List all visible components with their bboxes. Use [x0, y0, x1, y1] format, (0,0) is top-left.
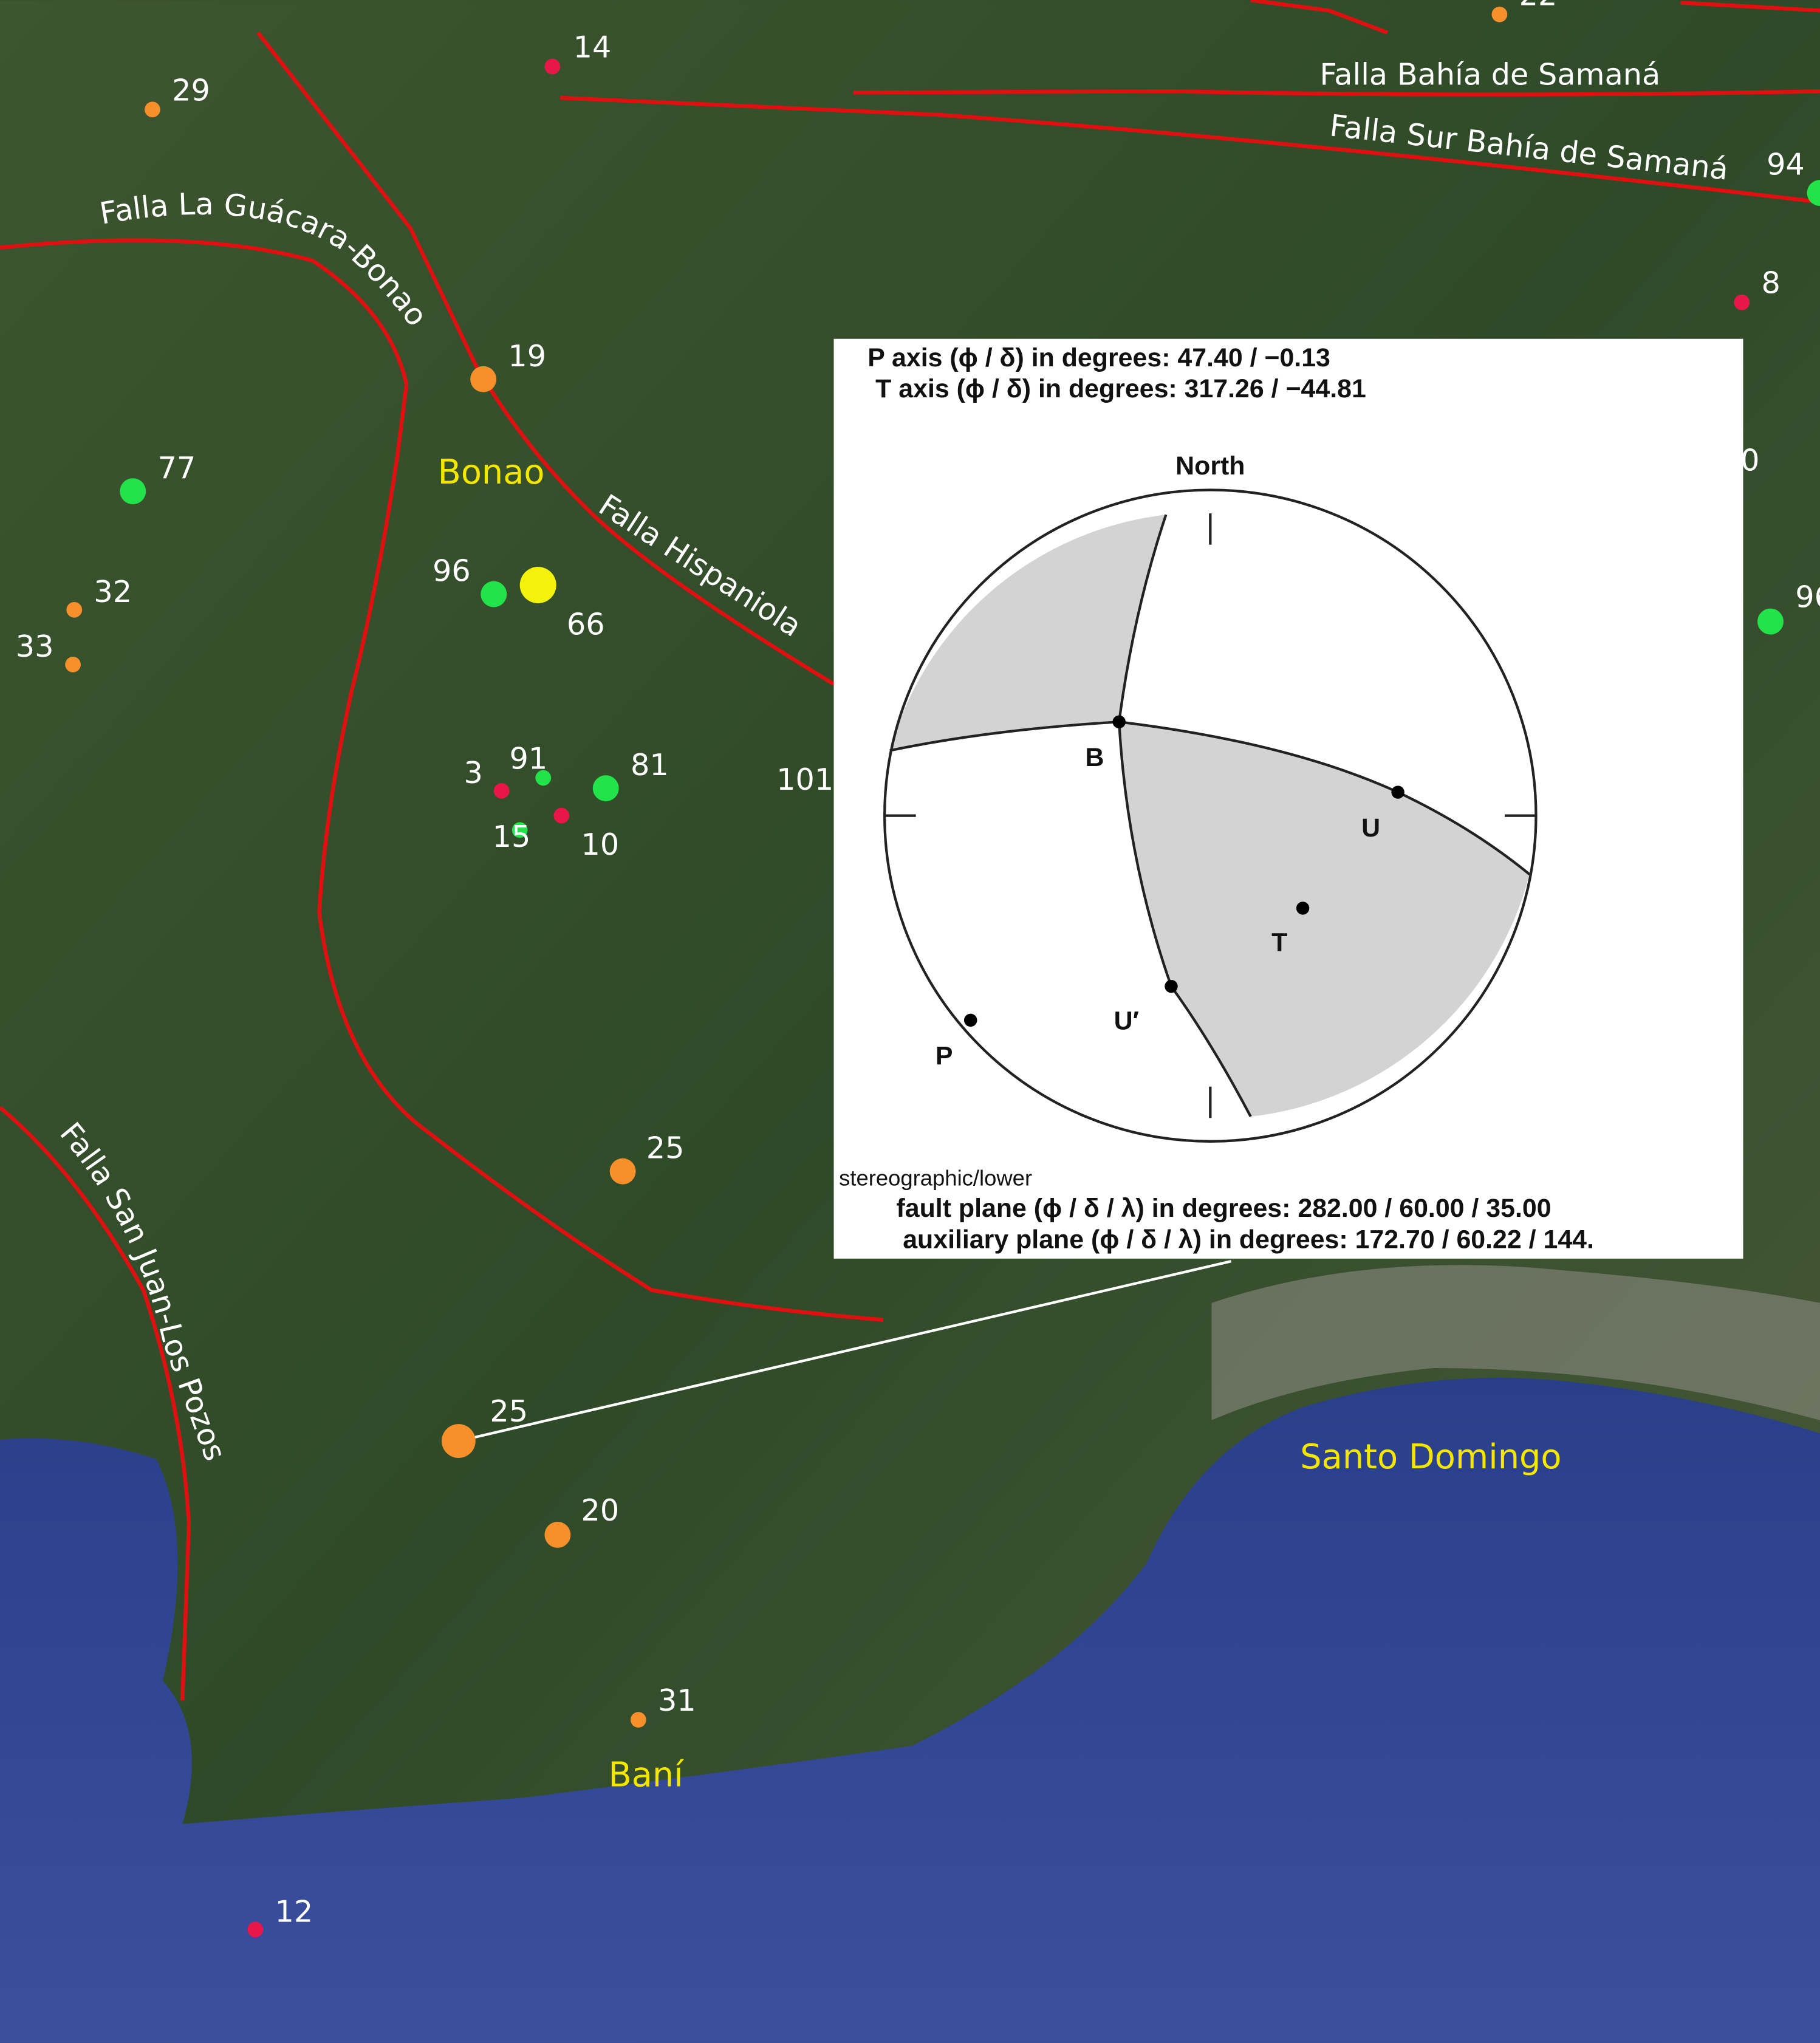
event-marker — [592, 775, 619, 802]
event-label: 91 — [510, 741, 548, 776]
event-label: 12 — [275, 1894, 313, 1929]
event-marker — [66, 601, 83, 618]
event-marker — [470, 366, 497, 392]
event-label: 15 — [493, 819, 531, 854]
event-label: 25 — [646, 1131, 685, 1166]
p-axis-text: P axis (ϕ / δ) in degrees: 47.40 / −0.13 — [867, 343, 1330, 372]
event-label: 33 — [16, 629, 54, 664]
event-marker — [1807, 180, 1820, 206]
fault-label: Falla Bahía de Samaná — [1319, 57, 1660, 92]
event-label: 3 — [464, 755, 482, 790]
fault-plane-text: fault plane (ϕ / δ / λ) in degrees: 282.… — [896, 1194, 1551, 1223]
event-label: 96 — [1795, 580, 1820, 615]
event-marker — [544, 1522, 571, 1548]
event-label: 22 — [1519, 0, 1558, 13]
event-label: 20 — [581, 1493, 619, 1528]
connector-line — [458, 1260, 1232, 1443]
event-label: 101 — [776, 762, 833, 797]
axis-points — [964, 715, 1404, 1027]
compressional-quadrant — [1119, 722, 1530, 1117]
compressional-quadrant — [889, 515, 1166, 751]
point-label: U′ — [1114, 1006, 1139, 1035]
event-marker — [120, 478, 146, 505]
event-marker — [493, 783, 510, 799]
city-label: Santo Domingo — [1300, 1437, 1561, 1477]
t-axis-text: T axis (ϕ / δ) in degrees: 317.26 / −44.… — [875, 374, 1366, 403]
point-label: T — [1271, 928, 1287, 957]
event-marker — [535, 770, 552, 786]
event-label: 66 — [567, 607, 605, 642]
event-marker — [247, 1922, 264, 1938]
event-marker — [511, 822, 528, 838]
sea — [0, 1378, 1820, 2043]
point-label: P — [936, 1041, 953, 1070]
event-label: 31 — [658, 1683, 696, 1718]
event-label: 81 — [631, 747, 669, 782]
event-label: 32 — [94, 574, 132, 609]
fault-lines — [0, 0, 1820, 1700]
cardinal-ticks — [884, 513, 1536, 1118]
event-label: 96 — [433, 553, 471, 589]
event-label: 10 — [581, 827, 619, 862]
event-label: 0 — [1740, 442, 1759, 477]
event-marker — [609, 1158, 636, 1185]
event-marker — [481, 581, 507, 607]
event-label: 19 — [508, 338, 546, 374]
focal-mechanism-inset: P axis (ϕ / δ) in degrees: 47.40 / −0.13… — [833, 338, 1743, 1259]
event-marker — [553, 807, 570, 824]
event-marker — [1734, 294, 1750, 310]
event-label: 14 — [573, 29, 612, 64]
nodal-planes — [889, 514, 1531, 1118]
point-label: B — [1085, 743, 1104, 772]
event-marker — [630, 1712, 646, 1728]
event-label: 77 — [157, 450, 196, 485]
event-label: 29 — [172, 72, 210, 108]
city-label: Bonao — [438, 453, 545, 492]
event-marker — [1491, 6, 1508, 22]
urban-area — [1211, 1265, 1820, 1420]
event-marker — [65, 657, 81, 672]
event-marker — [145, 101, 160, 118]
event-marker — [544, 58, 561, 75]
event-marker — [1757, 608, 1784, 635]
event-label: 94 — [1767, 147, 1805, 182]
city-label: Baní — [609, 1755, 685, 1795]
event-label: 8 — [1761, 265, 1780, 301]
event-label: 25 — [490, 1394, 528, 1429]
north-label: North — [1175, 451, 1245, 481]
projection-label: stereographic/lower — [839, 1166, 1032, 1191]
auxiliary-plane-text: auxiliary plane (ϕ / δ / λ) in degrees: … — [903, 1225, 1594, 1254]
point-label: U — [1361, 813, 1380, 843]
event-marker — [519, 567, 556, 604]
event-marker — [442, 1424, 476, 1458]
